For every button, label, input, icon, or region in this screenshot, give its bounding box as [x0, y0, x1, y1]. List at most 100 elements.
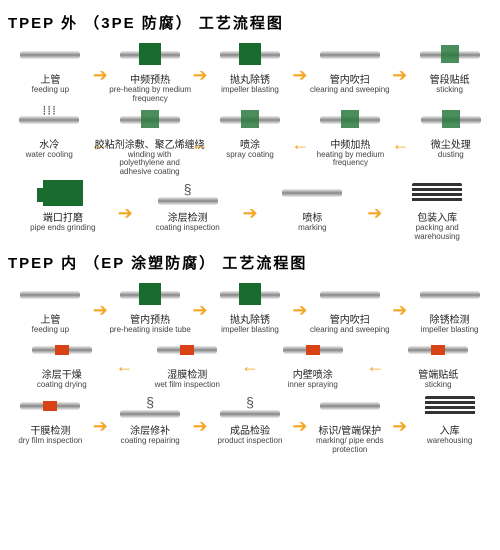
step-label-zh: 除锈检测 — [430, 311, 470, 326]
step-icon: § — [215, 392, 285, 420]
step-icon — [315, 106, 385, 134]
step-icon — [315, 392, 385, 420]
step-label-zh: 微尘处理 — [431, 136, 471, 151]
process-step: 管段贴纸sticking — [407, 41, 492, 95]
step-label-en: wet film inspection — [155, 381, 220, 390]
step-label-en: impeller blasting — [221, 86, 279, 95]
step-label-en: spray coating — [226, 151, 274, 160]
section-title: TPEP 内 （EP 涂塑防腐） 工艺流程图 — [8, 252, 492, 273]
step-label-zh: 中频预热 — [130, 71, 170, 86]
process-step: 入库warehousing — [407, 392, 492, 446]
step-label-en: pre-heating by medium frequency — [109, 86, 191, 104]
step-label-en: warehousing — [427, 437, 472, 446]
step-label-zh: 涂层干燥 — [42, 366, 82, 381]
step-label-zh: 内壁喷涂 — [293, 366, 333, 381]
process-row: 上管feeding up➔中频预热pre-heating by medium f… — [8, 41, 492, 104]
step-label-en: sticking — [425, 381, 452, 390]
process-step: 内壁喷涂inner spraying — [259, 336, 367, 390]
step-label-zh: 包装入库 — [417, 209, 457, 224]
step-label-zh: 端口打磨 — [43, 209, 83, 224]
process-step: 管内吹扫clearing and sweeping — [307, 281, 392, 335]
process-step: 管内预热pre-heating inside tube — [108, 281, 193, 335]
step-label-en: product inspection — [218, 437, 283, 446]
step-label-en: dry film inspection — [18, 437, 82, 446]
arrow-icon: ➔ — [93, 416, 108, 437]
step-icon — [115, 41, 185, 69]
arrow-icon: ➔ — [242, 203, 257, 224]
step-label-zh: 管段贴纸 — [430, 71, 470, 86]
arrow-icon: ← — [116, 356, 134, 377]
step-icon — [15, 41, 85, 69]
process-section: TPEP 外 （3PE 防腐） 工艺流程图上管feeding up➔中频预热pr… — [8, 12, 492, 242]
step-label-zh: 入库 — [440, 422, 460, 437]
step-label-zh: 干膜检测 — [30, 422, 70, 437]
step-label-zh: 管端贴纸 — [418, 366, 458, 381]
section-title: TPEP 外 （3PE 防腐） 工艺流程图 — [8, 12, 492, 33]
step-icon — [115, 281, 185, 309]
process-step: 干膜检测dry film inspection — [8, 392, 93, 446]
process-step: 微尘处理dusting — [410, 106, 492, 160]
process-step: 湿膜检测wet film inspection — [134, 336, 242, 390]
step-icon — [315, 41, 385, 69]
step-icon — [277, 179, 347, 207]
arrow-icon: ➔ — [193, 65, 208, 86]
process-step: 端口打磨pipe ends grinding — [8, 179, 118, 233]
step-label-en: water cooling — [26, 151, 73, 160]
step-icon — [415, 281, 485, 309]
process-row: 上管feeding up➔管内预热pre-heating inside tube… — [8, 281, 492, 335]
process-step: 包装入库packing and warehousing — [382, 179, 492, 242]
step-label-zh: 喷标 — [302, 209, 322, 224]
process-row: 干膜检测dry film inspection➔§涂层修补coating rep… — [8, 392, 492, 455]
step-label-en: clearing and sweeping — [310, 326, 390, 335]
step-icon — [415, 392, 485, 420]
step-icon — [152, 336, 222, 364]
step-icon — [403, 336, 473, 364]
step-label-zh: 上管 — [40, 71, 60, 86]
process-step: 中频预热pre-heating by medium frequency — [108, 41, 193, 104]
process-step: 上管feeding up — [8, 281, 93, 335]
process-step: §成品检验product inspection — [208, 392, 293, 446]
step-icon — [28, 179, 98, 207]
process-step: 中频加热heating by medium frequency — [309, 106, 391, 169]
step-label-en: marking — [298, 224, 326, 233]
process-step: ┋┋┋水冷water cooling — [8, 106, 90, 160]
arrow-icon: ➔ — [193, 300, 208, 321]
step-label-zh: 水冷 — [39, 136, 59, 151]
step-icon — [402, 179, 472, 207]
process-step: 涂层干燥coating drying — [8, 336, 116, 390]
step-icon: § — [115, 392, 185, 420]
step-icon: § — [153, 179, 223, 207]
arrow-icon: ← — [241, 356, 259, 377]
step-icon — [215, 41, 285, 69]
process-step: 抛丸除锈impeller blasting — [208, 281, 293, 335]
step-icon — [27, 336, 97, 364]
step-icon — [278, 336, 348, 364]
arrow-icon: ← — [291, 134, 309, 155]
arrow-icon: ➔ — [367, 203, 382, 224]
arrow-icon: ➔ — [118, 203, 133, 224]
step-label-zh: 中频加热 — [330, 136, 370, 151]
step-label-en: marking/ pipe ends protection — [309, 437, 391, 455]
step-icon — [215, 281, 285, 309]
step-label-en: feeding up — [32, 326, 69, 335]
arrow-icon: ➔ — [292, 416, 307, 437]
arrow-icon: ➔ — [392, 416, 407, 437]
step-label-en: heating by medium frequency — [309, 151, 391, 169]
process-section: TPEP 内 （EP 涂塑防腐） 工艺流程图上管feeding up➔管内预热p… — [8, 252, 492, 455]
step-label-en: impeller blasting — [421, 326, 479, 335]
step-icon — [15, 281, 85, 309]
step-label-en: dusting — [438, 151, 464, 160]
arrow-icon: ← — [191, 134, 209, 155]
arrow-icon: ➔ — [93, 300, 108, 321]
step-label-en: pipe ends grinding — [30, 224, 95, 233]
step-label-en: impeller blasting — [221, 326, 279, 335]
step-label-en: pre-heating inside tube — [109, 326, 190, 335]
arrow-icon: ➔ — [292, 300, 307, 321]
step-label-zh: 喷涂 — [240, 136, 260, 151]
step-label-en: coating repairing — [121, 437, 180, 446]
arrow-icon: ➔ — [93, 65, 108, 86]
arrow-icon: ← — [392, 134, 410, 155]
process-step: 喷标marking — [258, 179, 368, 233]
step-label-en: coating inspection — [156, 224, 220, 233]
process-step: §涂层修补coating repairing — [108, 392, 193, 446]
